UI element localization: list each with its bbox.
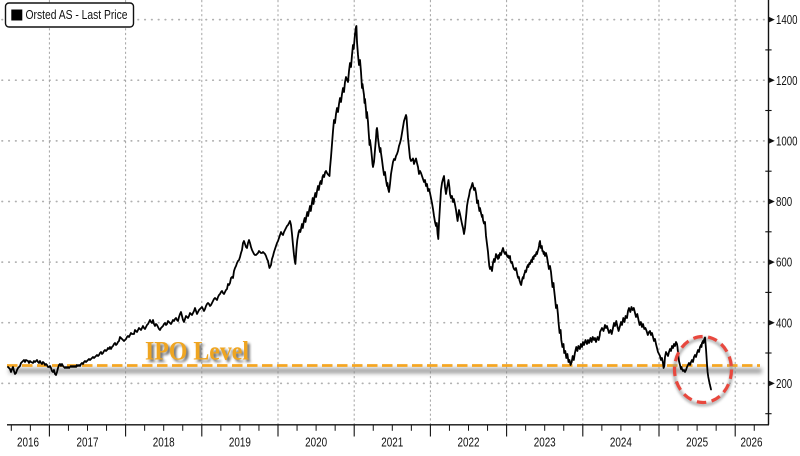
svg-text:IPO Level: IPO Level: [147, 339, 251, 368]
svg-text:2023: 2023: [534, 435, 556, 449]
svg-text:2017: 2017: [77, 435, 99, 449]
svg-text:2021: 2021: [381, 435, 403, 449]
svg-text:200: 200: [776, 377, 792, 391]
svg-text:800: 800: [776, 195, 792, 209]
svg-text:Orsted AS - Last Price: Orsted AS - Last Price: [26, 8, 128, 22]
svg-text:400: 400: [776, 316, 792, 330]
svg-text:1000: 1000: [776, 135, 798, 149]
svg-text:2025: 2025: [686, 435, 708, 449]
svg-text:2018: 2018: [153, 435, 175, 449]
svg-text:2020: 2020: [305, 435, 327, 449]
svg-text:2026: 2026: [741, 435, 763, 449]
svg-text:1200: 1200: [776, 74, 798, 88]
svg-text:2022: 2022: [458, 435, 480, 449]
svg-text:2016: 2016: [17, 435, 39, 449]
svg-text:2019: 2019: [229, 435, 251, 449]
svg-text:2024: 2024: [610, 435, 632, 449]
svg-text:IPO Level: IPO Level: [145, 337, 249, 366]
svg-text:1400: 1400: [776, 13, 798, 27]
svg-text:600: 600: [776, 256, 792, 270]
